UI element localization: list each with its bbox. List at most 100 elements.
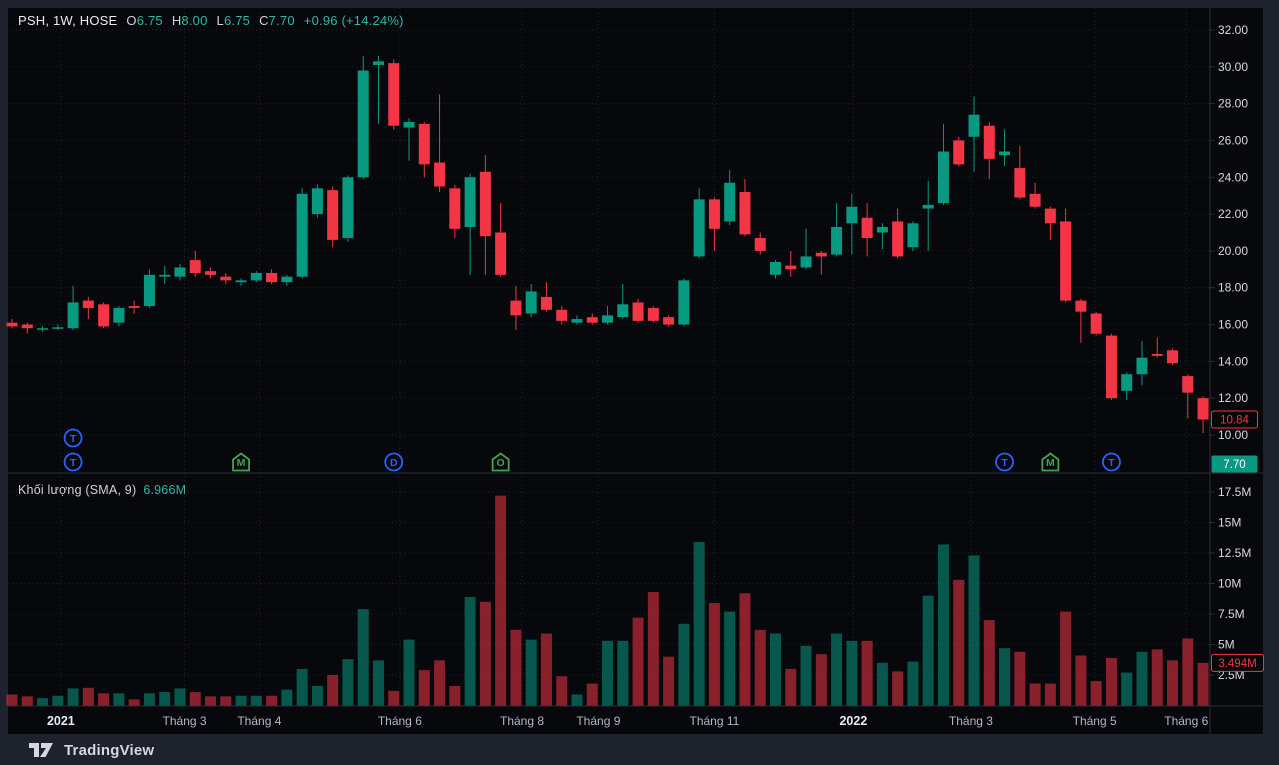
volume-bar [388,690,400,706]
volume-bar [479,601,491,706]
tradingview-logo-icon[interactable] [28,742,54,758]
candle-body [98,304,110,327]
price-tick-label: 26.00 [1218,133,1248,147]
last-price-label-text: 10.84 [1220,415,1249,427]
event-marker-t-icon[interactable] [995,452,1014,472]
candle-body [128,306,140,308]
countdown-price-label [1211,455,1258,473]
price-tick-label: 20.00 [1218,244,1248,258]
candle-body [663,317,675,325]
candle-body [464,177,476,227]
candle-body [1105,335,1117,399]
candle-body [815,252,827,257]
event-marker-letter: T [70,457,77,469]
volume-bar [357,609,369,706]
time-tick-month-label: Tháng 9 [576,714,620,728]
volume-bar [785,668,797,706]
volume-bar [800,645,812,706]
volume-bar [266,695,278,706]
event-marker-d-icon[interactable] [384,452,404,472]
volume-bar [143,693,155,706]
event-marker-m-icon[interactable] [1041,452,1060,472]
candle-body [999,151,1011,156]
event-marker-letter: T [70,433,77,445]
volume-bar [1105,657,1117,706]
volume-bar [449,685,461,706]
candle-body [235,280,247,283]
volume-bar [1014,651,1026,706]
price-tick-label: 18.00 [1218,281,1248,295]
event-marker-t-icon[interactable] [1102,452,1121,472]
volume-bar [174,688,186,706]
event-marker-o-icon[interactable] [491,452,510,472]
event-marker-letter: M [237,457,246,469]
candle-body [831,226,843,255]
event-marker-letter: M [1046,457,1055,469]
time-scale[interactable] [8,706,1210,734]
candle-body [525,291,537,314]
volume-bar [327,675,339,706]
last-volume-label [1211,653,1264,672]
volume-bar [678,623,690,706]
candle-body [357,70,369,178]
event-marker-m-icon[interactable] [232,452,250,472]
candle-body [937,151,949,204]
volume-bar [724,611,736,706]
candle-body [67,302,79,329]
candle-body [647,307,659,321]
volume-bar [281,689,293,706]
time-tick-year-label: 2022 [839,714,867,728]
volume-bar [1121,672,1133,706]
chart-canvas[interactable] [8,8,1263,734]
event-marker-t-icon[interactable] [63,428,83,448]
volume-bar [1090,681,1102,706]
candle-body [861,217,873,239]
time-tick-month-label: Tháng 4 [237,714,281,728]
candle-body [785,265,797,270]
volume-bar [1151,649,1163,706]
volume-bar [693,542,705,706]
candle-body [1090,313,1102,334]
volume-bar [113,693,125,706]
volume-bar [418,670,430,706]
candle-body [754,238,766,251]
time-tick-year-label: 2021 [47,714,75,728]
candle-body [449,188,461,229]
volume-bar [1029,683,1041,706]
volume-bar [983,620,995,706]
candle-body [52,327,64,329]
candle-body [602,315,614,323]
candle-body [953,140,965,165]
volume-bar [21,696,33,706]
volume-bar [953,579,965,706]
time-tick-month-label: Tháng 6 [1164,714,1208,728]
candle-body [21,324,33,329]
footer-bar: TradingView [0,735,1279,765]
tradingview-brand-text[interactable]: TradingView [64,741,155,759]
volume-bar [1167,660,1179,706]
last-price-label [1211,410,1258,429]
volume-bar [708,603,720,706]
candle-body [37,328,49,330]
price-tick-label: 22.00 [1218,207,1248,221]
price-pane [6,55,1209,434]
event-marker-t-icon[interactable] [63,452,83,472]
price-scale[interactable] [1210,8,1263,706]
time-tick-month-label: Tháng 6 [378,714,422,728]
volume-bar [632,617,644,706]
volume-bar [220,696,232,706]
volume-bar [602,640,614,706]
volume-bar [754,629,766,706]
candle-body [907,223,919,248]
volume-bar [98,693,110,706]
candle-body [876,226,888,233]
volume-tick-label: 15M [1218,516,1241,530]
candle-body [556,309,568,321]
volume-bar [571,694,583,706]
event-marker-letter: T [1108,457,1115,469]
candle-body [922,204,934,209]
price-tick-label: 30.00 [1218,60,1248,74]
price-tick-label: 10.00 [1218,428,1248,442]
